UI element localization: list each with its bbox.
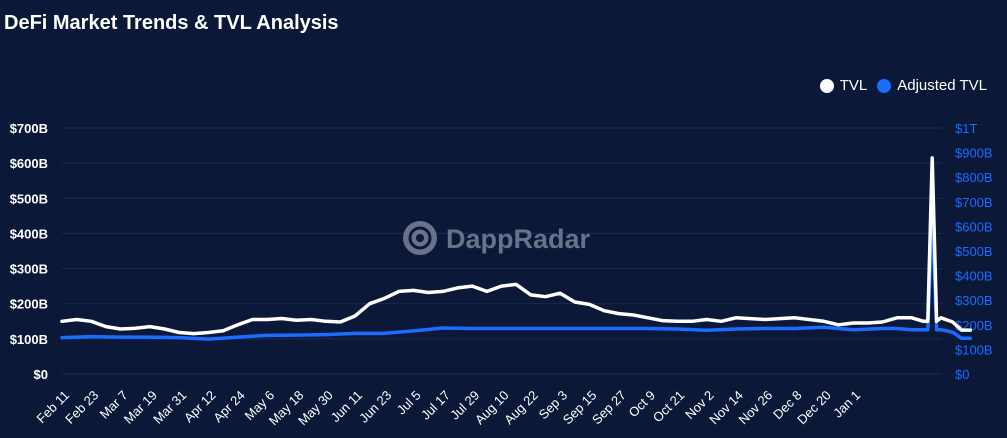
watermark: DappRadar bbox=[403, 221, 591, 255]
right-tick-label: $800B bbox=[955, 170, 993, 185]
left-tick-label: $400B bbox=[10, 226, 48, 241]
right-tick-label: $900B bbox=[955, 146, 993, 161]
legend-label-tvl: TVL bbox=[839, 77, 868, 94]
x-tick-label: Feb 23 bbox=[62, 388, 101, 427]
left-tick-label: $500B bbox=[10, 191, 48, 206]
legend-dot-tvl bbox=[819, 78, 834, 93]
legend: TVL Adjusted TVL bbox=[819, 77, 987, 94]
left-tick-label: $0 bbox=[34, 367, 48, 382]
series-line-tvl bbox=[60, 156, 973, 336]
grid-lines bbox=[62, 127, 942, 375]
left-tick-label: $700B bbox=[10, 121, 48, 136]
x-tick-label: Jul 17 bbox=[418, 388, 453, 423]
right-tick-label: $1T bbox=[955, 121, 977, 136]
right-tick-label: $100B bbox=[955, 342, 993, 357]
x-tick-label: Aug 22 bbox=[501, 388, 541, 428]
legend-item-tvl[interactable]: TVL bbox=[819, 77, 868, 94]
chart-title: DeFi Market Trends & TVL Analysis bbox=[4, 12, 339, 34]
x-tick-label: Nov 26 bbox=[736, 388, 776, 428]
x-tick-label: Jan 1 bbox=[830, 388, 863, 421]
left-axis: $0 $100B $200B $300B $400B $500B $600B $700B bbox=[10, 121, 48, 382]
series-lines bbox=[60, 156, 973, 341]
x-tick-label: Apr 12 bbox=[181, 388, 219, 426]
x-tick-label: Jun 23 bbox=[356, 388, 394, 426]
legend-dot-adjusted-tvl bbox=[877, 78, 892, 93]
x-tick-label: Apr 24 bbox=[210, 388, 248, 426]
left-tick-label: $200B bbox=[10, 297, 48, 312]
right-tick-label: $400B bbox=[955, 269, 993, 284]
right-tick-label: $700B bbox=[955, 195, 993, 210]
left-tick-label: $100B bbox=[10, 332, 48, 347]
right-tick-label: $600B bbox=[955, 219, 993, 234]
right-tick-label: $0 bbox=[955, 367, 969, 382]
left-tick-label: $300B bbox=[10, 262, 48, 277]
right-tick-label: $500B bbox=[955, 244, 993, 259]
x-tick-label: Mar 31 bbox=[150, 388, 189, 427]
x-tick-label: Sep 27 bbox=[589, 388, 629, 428]
legend-item-adjusted-tvl[interactable]: Adjusted TVL bbox=[877, 77, 987, 94]
watermark-text: DappRadar bbox=[446, 224, 591, 254]
left-tick-label: $600B bbox=[10, 156, 48, 171]
x-tick-label: Dec 20 bbox=[794, 388, 834, 428]
x-tick-label: Oct 21 bbox=[650, 388, 688, 426]
right-axis: $0$100B$200B$300B$400B$500B$600B$700B$80… bbox=[955, 121, 993, 382]
right-tick-label: $300B bbox=[955, 293, 993, 308]
series-line-adjusted-tvl bbox=[60, 213, 973, 341]
legend-label-adjusted-tvl: Adjusted TVL bbox=[897, 77, 987, 94]
